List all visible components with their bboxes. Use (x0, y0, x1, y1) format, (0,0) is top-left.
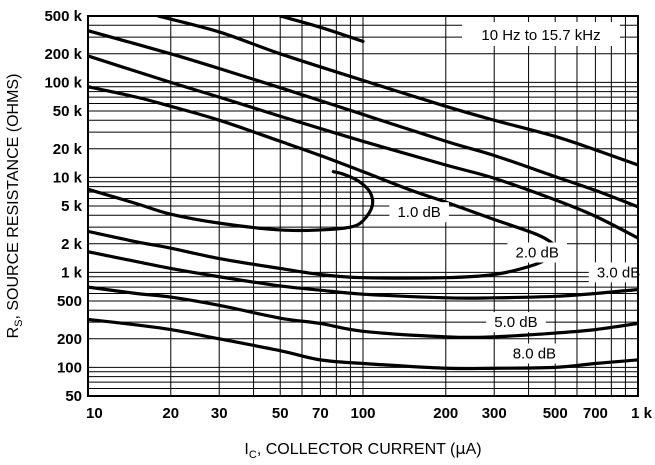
curve-label-background (588, 262, 649, 283)
x-axis-tick-labels: 10 20 30 50 70 100 200 300 500 700 1 k (86, 405, 653, 422)
curve-label: 3.0 dB (597, 264, 640, 281)
x-tick-label: 30 (211, 405, 228, 422)
y-tick-label: 200 (57, 331, 82, 348)
x-tick-label: 70 (312, 405, 329, 422)
noise-figure-curves (88, 16, 638, 371)
y-tick-label: 500 k (44, 8, 82, 25)
x-axis-title: IC, COLLECTOR CURRENT (μA) (244, 439, 481, 461)
y-tick-label: 100 k (44, 74, 82, 91)
y-tick-label: 200 k (44, 46, 82, 63)
y-axis-tick-labels: 50 100 200 500 1 k 2 k 5 k 10 k 20 k 50 k 100 k 200… (44, 8, 82, 405)
curve-label-background (486, 312, 546, 333)
y-tick-label: 20 k (53, 141, 83, 158)
curve-1-0-db (88, 170, 375, 233)
frequency-range-annotation: 10 Hz to 15.7 kHz (481, 27, 600, 44)
curve-label: 5.0 dB (494, 314, 537, 331)
y-axis-title: RS, SOURCE RESISTANCE (OHMS) (5, 74, 25, 339)
curve-label-background (507, 242, 567, 263)
annotation-box: 10 Hz to 15.7 kHz (462, 22, 620, 46)
curve-labels: 1.0 dB 2.0 dB 3.0 dB 5.0 dB 8.0 dB (389, 202, 649, 364)
y-tick-label: 50 k (53, 103, 83, 120)
curve-5-0-db (88, 285, 638, 339)
x-tick-label: 10 (86, 405, 103, 422)
curve-3-0-db (88, 250, 638, 300)
x-tick-label: 700 (583, 405, 608, 422)
x-tick-label: 300 (482, 405, 507, 422)
x-tick-label: 20 (162, 405, 179, 422)
curve-unlabeled (278, 16, 365, 44)
plot-frame (87, 15, 639, 397)
y-tick-label: 2 k (61, 236, 83, 253)
curve-label: 8.0 dB (513, 346, 556, 363)
x-tick-label: 1 k (631, 405, 653, 422)
x-tick-label: 50 (272, 405, 289, 422)
x-tick-label: 500 (543, 405, 568, 422)
curve-8-0-db (88, 317, 638, 371)
curve-label: 2.0 dB (516, 245, 559, 262)
curve-unlabeled (156, 16, 638, 167)
curve-label: 1.0 dB (397, 204, 440, 221)
y-tick-label: 100 (57, 359, 82, 376)
x-tick-label: 100 (350, 405, 375, 422)
grid-lines (87, 15, 639, 397)
x-tick-label: 200 (433, 405, 458, 422)
y-tick-label: 500 (57, 293, 82, 310)
curve-unlabeled (88, 54, 638, 240)
curve-unlabeled (88, 29, 638, 209)
y-tick-label: 10 k (53, 169, 83, 186)
y-tick-label: 50 (65, 388, 82, 405)
curve-label-background (504, 343, 565, 364)
curve-label-background (389, 202, 449, 223)
curve-2-0-db (88, 85, 557, 280)
y-tick-label: 5 k (61, 198, 83, 215)
y-tick-label: 1 k (61, 264, 83, 281)
